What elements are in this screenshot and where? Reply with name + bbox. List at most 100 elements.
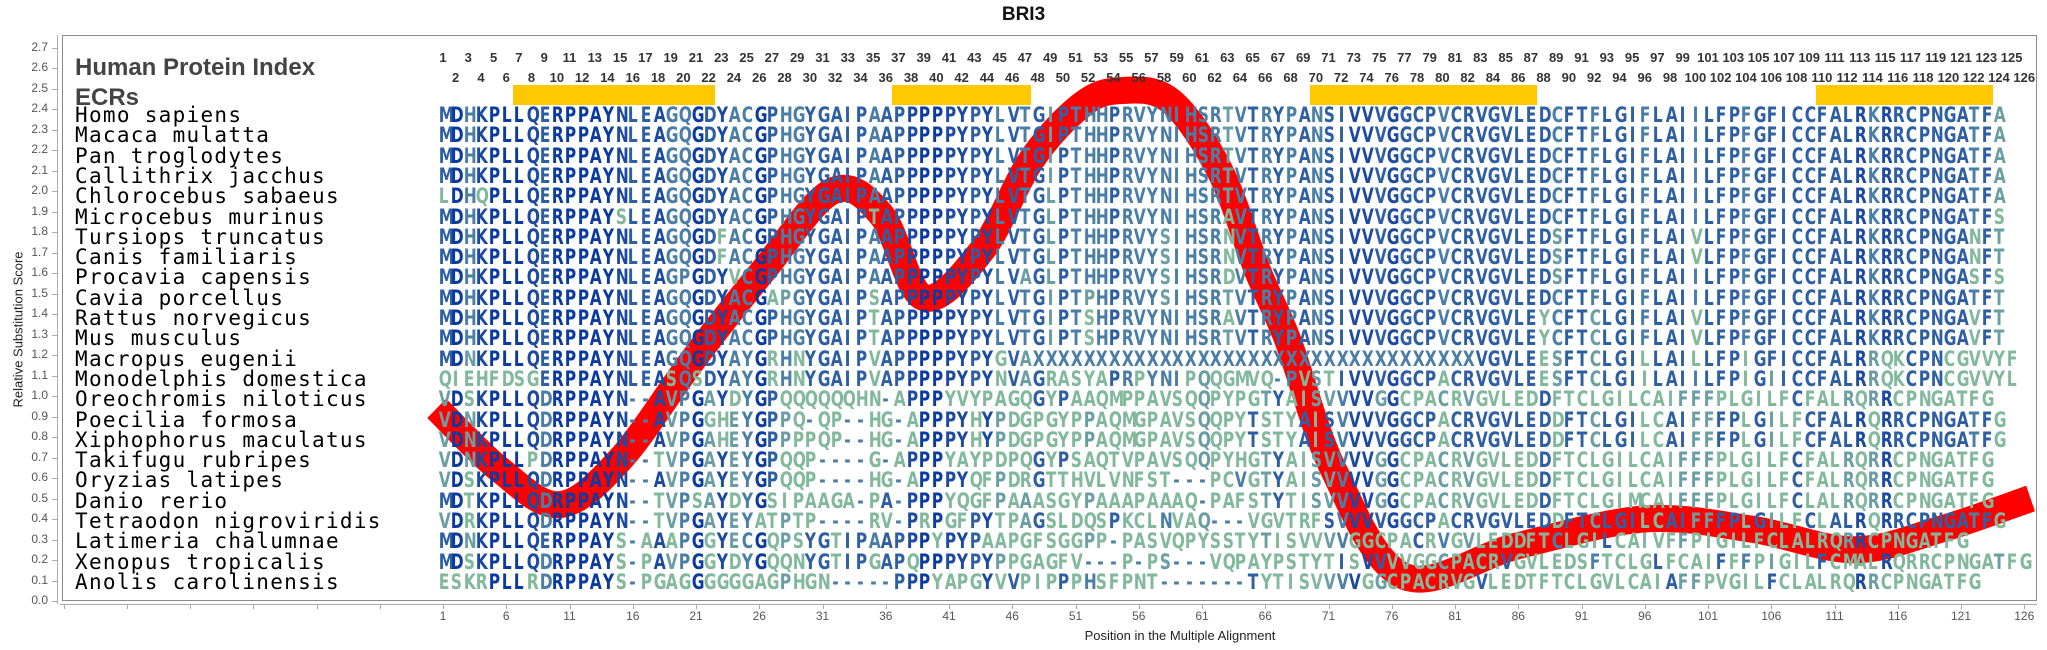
residue: P <box>906 490 917 511</box>
residue: L <box>1653 368 1663 389</box>
residue: G <box>666 206 679 227</box>
residue: V <box>1475 206 1487 227</box>
residue: D <box>451 125 464 146</box>
residue: V <box>881 511 893 532</box>
residue: I <box>1336 267 1346 288</box>
residue: F <box>1766 186 1777 207</box>
residue: F <box>1741 247 1752 268</box>
residue: G <box>818 226 831 247</box>
residue: C <box>1450 105 1461 126</box>
residue: G <box>818 368 831 389</box>
residue: P <box>1121 389 1132 410</box>
residue: Q <box>1210 368 1223 389</box>
residue: A <box>868 186 880 207</box>
residue: A <box>1956 125 1968 146</box>
residue: R <box>1855 125 1867 146</box>
residue: F <box>1969 389 1980 410</box>
residue: A <box>881 328 893 349</box>
residue: R <box>1880 287 1892 308</box>
residue: Q <box>679 145 692 166</box>
residue: I <box>1678 105 1688 126</box>
residue: V <box>1298 531 1310 552</box>
residue: Q <box>679 105 692 126</box>
residue: G <box>1362 571 1375 592</box>
residue: G <box>1931 470 1944 491</box>
residue: A <box>590 105 602 126</box>
residue: S <box>868 287 879 308</box>
residue: L <box>628 267 638 288</box>
residue: I <box>1665 389 1675 410</box>
residue: Y <box>603 267 614 288</box>
residue: P <box>679 267 690 288</box>
residue: P <box>1728 247 1739 268</box>
residue: P <box>1033 429 1044 450</box>
residue: F <box>1741 328 1752 349</box>
residue: C <box>1450 511 1461 532</box>
residue: L <box>1602 308 1612 329</box>
residue: G <box>1033 267 1046 288</box>
residue: A <box>1944 490 1956 511</box>
residue: H <box>463 267 476 288</box>
residue: G <box>792 105 805 126</box>
x-tick-label: 16 <box>613 609 653 623</box>
residue: G <box>818 247 831 268</box>
residue: A <box>1665 125 1677 146</box>
residue: P <box>1918 186 1929 207</box>
residue: C <box>1678 551 1689 572</box>
residue: I <box>1336 165 1346 186</box>
residue: P <box>1058 206 1069 227</box>
residue: P <box>1286 308 1297 329</box>
residue: L <box>1602 511 1612 532</box>
y-tick-mark <box>52 252 57 254</box>
residue: N <box>1311 328 1324 349</box>
x-tick-mark <box>1328 604 1330 609</box>
residue: P <box>679 531 690 552</box>
residue: D <box>1539 409 1552 430</box>
residue: R <box>1880 186 1892 207</box>
residue: D <box>1551 409 1564 430</box>
residue: A <box>1956 247 1968 268</box>
residue: L <box>1842 267 1852 288</box>
residue: Y <box>1539 328 1550 349</box>
residue: L <box>1602 287 1612 308</box>
residue: V <box>1007 165 1019 186</box>
residue: V <box>1349 186 1361 207</box>
residue: D <box>451 490 464 511</box>
residue: V <box>1083 470 1095 491</box>
residue: - <box>641 450 651 471</box>
x-tick-label: 51 <box>1056 609 1096 623</box>
residue: V <box>1324 470 1336 491</box>
residue: C <box>1450 409 1461 430</box>
residue: L <box>1513 145 1523 166</box>
y-tick-mark <box>52 232 57 233</box>
residue: P <box>1728 206 1739 227</box>
x-tick-mark <box>1455 604 1456 609</box>
residue: F <box>1766 348 1777 369</box>
species-name: Pan troglodytes <box>75 145 284 166</box>
residue: M <box>438 287 453 308</box>
y-tick-label: 1.3 <box>8 327 48 341</box>
residue: P <box>767 145 778 166</box>
residue: R <box>1463 145 1475 166</box>
residue: T <box>830 551 841 572</box>
residue: I <box>1754 470 1764 491</box>
residue: P <box>565 105 576 126</box>
residue: Q <box>527 145 540 166</box>
residue: A <box>1653 389 1665 410</box>
residue: V <box>1349 368 1361 389</box>
residue: Y <box>1273 328 1284 349</box>
residue: V <box>1374 226 1386 247</box>
residue: G <box>805 571 818 592</box>
residue: Q <box>843 389 856 410</box>
residue: - <box>1235 511 1245 532</box>
residue: S <box>1349 551 1360 572</box>
residue: L <box>1589 490 1599 511</box>
residue: G <box>1349 531 1362 552</box>
residue: P <box>1071 429 1082 450</box>
residue: G <box>1615 247 1628 268</box>
residue: L <box>1779 531 1789 552</box>
residue: N <box>615 267 628 288</box>
residue: G <box>1488 186 1501 207</box>
residue: G <box>1387 247 1400 268</box>
residue: T <box>1994 308 2005 329</box>
